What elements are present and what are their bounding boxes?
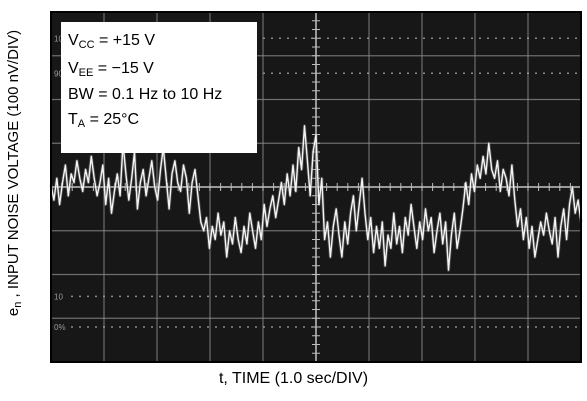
- y-axis-label-text: , INPUT NOISE VOLTAGE (100 nV/DIV): [5, 29, 22, 302]
- legend-vcc-main: V: [68, 32, 79, 49]
- legend-ta-sub: A: [77, 118, 86, 130]
- graticule-mark-label: 10: [54, 292, 63, 301]
- legend-vcc-rest: = +15 V: [94, 32, 156, 49]
- legend-vcc-sub: CC: [78, 39, 95, 51]
- legend-vee: VEE = −15 V: [68, 60, 154, 79]
- legend-bandwidth: BW = 0.1 Hz to 10 Hz: [68, 86, 222, 104]
- legend-vee-sub: EE: [78, 67, 94, 79]
- legend-vee-main: V: [68, 60, 79, 77]
- graticule-mark-label: 90: [54, 69, 63, 78]
- legend-bandwidth-text: BW = 0.1 Hz to 10 Hz: [68, 86, 223, 103]
- noise-trace-layer: [49, 124, 583, 272]
- graticule-marks: 100 90 10 0%: [54, 34, 581, 332]
- legend-vcc: VCC = +15 V: [68, 32, 155, 51]
- legend-ta-main: T: [68, 111, 78, 128]
- test-conditions-box: VCC = +15 V VEE = −15 V BW = 0.1 Hz to 1…: [61, 22, 257, 153]
- plot-border: [50, 11, 582, 363]
- x-axis-label: t, TIME (1.0 sec/DIV): [218, 370, 369, 387]
- graticule-mark-label: 100: [54, 34, 68, 43]
- noise-trace-line: [50, 125, 582, 271]
- y-axis-label-sub: n: [12, 301, 24, 308]
- y-axis-label: en , INPUT NOISE VOLTAGE (100 nV/DIV): [5, 0, 25, 353]
- graticule-mark-label: 0%: [54, 323, 66, 332]
- legend-temperature: TA = 25°C: [68, 111, 139, 130]
- y-axis-label-prefix: e: [5, 307, 22, 317]
- legend-ta-rest: = 25°C: [85, 111, 140, 128]
- legend-vee-rest: = −15 V: [93, 60, 154, 77]
